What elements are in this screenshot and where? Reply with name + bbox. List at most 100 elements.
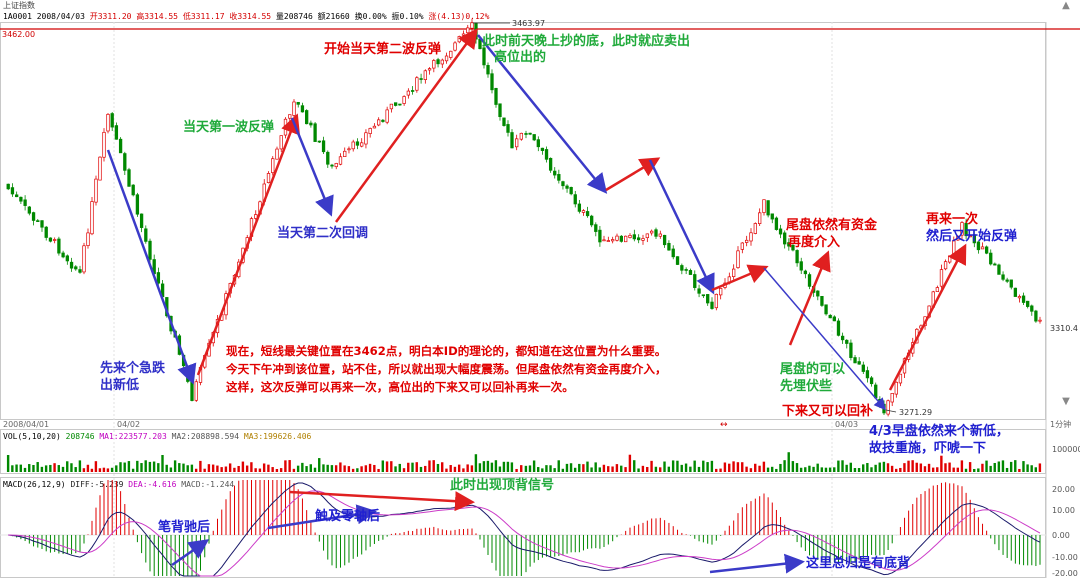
resize-arrows-icon[interactable]: ↔ — [720, 420, 728, 430]
candle-body — [1013, 287, 1018, 297]
volume-bar — [224, 466, 228, 472]
candle-body — [654, 229, 658, 237]
index-title: 上证指数 — [3, 1, 35, 10]
candle-body — [828, 314, 832, 319]
volume-bar — [671, 460, 675, 472]
candle-body — [1021, 295, 1026, 303]
volume-bar — [758, 465, 761, 472]
candle-body — [849, 342, 853, 358]
volume-bar — [903, 463, 906, 472]
volume-bar — [1001, 460, 1005, 472]
candle-body — [490, 73, 494, 91]
volume-bar — [702, 460, 705, 472]
candle-body — [770, 213, 774, 220]
candle-body — [803, 270, 808, 275]
volume-bar — [973, 468, 976, 472]
volume-bar — [313, 467, 317, 472]
candle-body — [351, 141, 355, 150]
candle-body — [461, 33, 466, 36]
price-axis-right-label: 3310.4 — [1050, 324, 1078, 333]
candle-body — [544, 149, 549, 160]
arrow-rally-1 — [196, 113, 300, 376]
volume-bar — [741, 462, 744, 472]
volume-bar — [301, 462, 304, 472]
volume-bar — [326, 464, 329, 472]
volume-bar — [228, 463, 232, 472]
candle-body — [288, 114, 292, 119]
volume-bar — [119, 462, 122, 472]
candle-body — [334, 163, 338, 168]
candle-body — [874, 384, 878, 399]
volume-bar — [775, 468, 778, 472]
volume-bar — [322, 464, 325, 472]
volume-bar — [173, 460, 177, 472]
candle-body — [548, 157, 553, 171]
candle-body — [305, 110, 309, 125]
volume-bar — [1014, 460, 1017, 472]
volume-bar — [874, 464, 877, 472]
candle-body — [658, 233, 662, 237]
volume-bar — [948, 462, 951, 472]
volume-bar — [676, 460, 679, 472]
volume-bar — [494, 460, 498, 472]
volume-bar — [478, 463, 482, 472]
volume-bar — [86, 464, 90, 472]
candle-body — [74, 266, 78, 270]
candle-body — [693, 274, 697, 288]
candle-body — [615, 235, 619, 241]
volume-bar — [795, 463, 799, 472]
candle-body — [1005, 279, 1009, 282]
volume-bar — [343, 465, 346, 472]
quote-date: 2008/04/03 — [36, 12, 85, 21]
candle-body — [6, 183, 10, 190]
candle-body — [569, 186, 573, 195]
candle-body — [585, 211, 590, 217]
candle-body — [82, 245, 86, 273]
volume-bar — [199, 460, 202, 472]
volume-bar — [745, 466, 748, 472]
quote-volume: 量208746 — [275, 12, 313, 21]
volume-bar — [19, 464, 22, 472]
candle-body — [573, 194, 577, 205]
volume-bar — [318, 458, 321, 472]
volume-bar — [715, 468, 718, 472]
candle-body — [114, 125, 119, 140]
candle-body — [861, 364, 865, 372]
volume-bar — [820, 467, 824, 472]
volume-bar — [944, 463, 947, 472]
volume-bar — [1026, 464, 1029, 472]
volume-bar — [351, 468, 355, 472]
volume-bar — [250, 462, 253, 472]
macd-bottom-divergence-arrow — [709, 553, 805, 574]
volume-bar — [457, 464, 461, 472]
scroll-down-icon[interactable]: ▼ — [1062, 396, 1070, 407]
scroll-up-icon[interactable]: ▲ — [1062, 0, 1070, 11]
candle-body — [939, 269, 944, 287]
volume-bar — [557, 460, 560, 472]
candle-body — [557, 174, 561, 181]
candle-body — [684, 269, 688, 271]
candle-body — [532, 134, 536, 141]
candle-body — [594, 224, 598, 232]
volume-bar — [347, 466, 351, 472]
volume-bar — [445, 468, 448, 472]
candle-body — [882, 403, 886, 414]
volume-bar — [845, 464, 848, 472]
volume-bar — [178, 463, 181, 472]
volume-bar — [490, 462, 494, 472]
volume-bar — [53, 463, 56, 472]
candle-body — [581, 210, 586, 213]
volume-bar — [441, 462, 444, 472]
candle-body — [680, 265, 684, 271]
volume-bar — [783, 460, 786, 472]
volume-bar — [284, 460, 287, 472]
arrow-drop-4 — [763, 267, 886, 411]
candle-body — [795, 250, 799, 264]
volume-bar — [110, 467, 114, 472]
candle-body — [602, 239, 606, 242]
macd-header: MACD(26,12,9) DIFF:-5.239 DEA:-4.616 MAC… — [3, 480, 234, 490]
volume-bar — [498, 466, 502, 472]
volume-bar — [770, 466, 774, 472]
arrow-bounce-2 — [711, 264, 769, 292]
